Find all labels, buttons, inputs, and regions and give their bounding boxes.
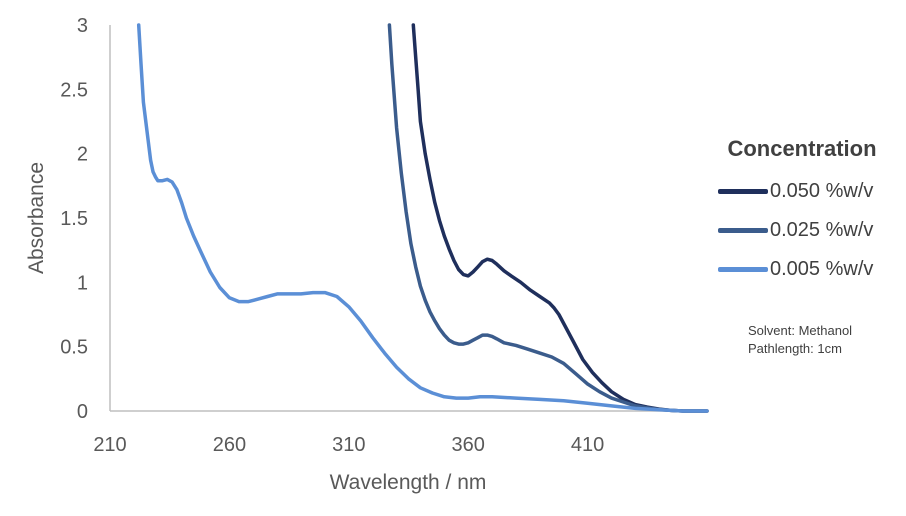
y-tick-label: 1	[77, 272, 88, 294]
legend-swatch	[718, 267, 768, 272]
legend-title: Concentration	[727, 136, 877, 161]
y-axis-title: Absorbance	[25, 162, 48, 274]
y-tick-label: 0	[77, 401, 88, 423]
legend-label: 0.025 %w/v	[770, 219, 874, 241]
series-line-2	[136, 23, 709, 413]
series-line-0	[411, 23, 709, 413]
y-tick-label: 2.5	[60, 79, 88, 101]
y-tick-label: 2	[77, 144, 88, 166]
legend-swatch	[718, 228, 768, 233]
y-tick-label: 3	[77, 15, 88, 37]
solvent-note: Solvent: Methanol	[748, 323, 853, 338]
series-line-1	[387, 23, 709, 413]
y-tick-label: 0.5	[60, 337, 88, 359]
x-tick-label: 410	[571, 434, 604, 456]
legend-item-0005: 0.005 %w/v	[718, 250, 898, 289]
x-axis-title: Wavelength / nm	[330, 471, 487, 494]
x-tick-label: 360	[452, 434, 485, 456]
measurement-note: Solvent: Methanol Pathlength: 1cm	[748, 322, 852, 358]
legend-item-0050: 0.050 %w/v	[718, 172, 898, 211]
x-tick-label: 310	[332, 434, 365, 456]
x-tick-label: 210	[93, 434, 126, 456]
legend-label: 0.050 %w/v	[770, 180, 874, 202]
legend-swatch	[718, 189, 768, 194]
legend-item-0025: 0.025 %w/v	[718, 211, 898, 250]
y-tick-label: 1.5	[60, 208, 88, 230]
legend: Concentration 0.050 %w/v 0.025 %w/v 0.00…	[718, 136, 898, 289]
legend-label: 0.005 %w/v	[770, 258, 874, 280]
x-tick-label: 260	[213, 434, 246, 456]
pathlength-note: Pathlength: 1cm	[748, 341, 842, 356]
